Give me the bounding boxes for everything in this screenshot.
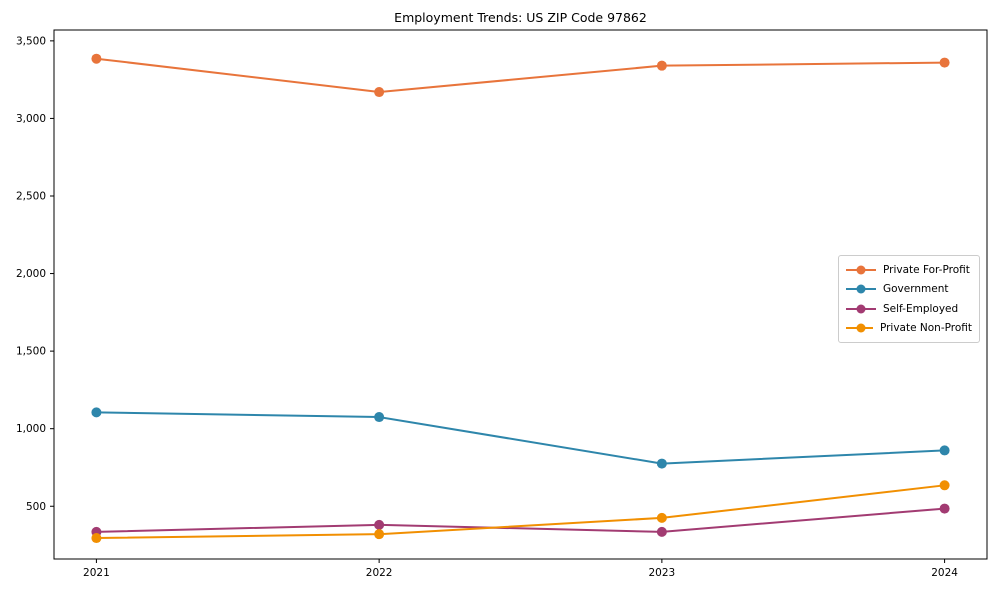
y-tick-label: 1,000: [16, 423, 46, 435]
data-point-private-for-profit-2023: [656, 60, 667, 71]
series-line-self-employed: [96, 507, 945, 533]
data-point-private-for-profit-2022: [374, 87, 385, 98]
y-tick-label: 2,000: [16, 268, 46, 280]
legend-dot: [856, 323, 866, 333]
legend-item-private-non-profit: Private Non-Profit: [846, 319, 972, 339]
series-line-government: [96, 411, 945, 465]
y-tick-label: 1,500: [16, 346, 46, 358]
legend-marker-icon: [846, 304, 876, 314]
data-point-private-for-profit-2024: [939, 57, 950, 68]
legend-marker-icon: [846, 265, 876, 275]
legend-marker-icon: [846, 323, 873, 333]
data-point-self-employed-2024: [939, 503, 950, 514]
data-point-self-employed-2022: [374, 519, 385, 530]
data-point-private-non-profit-2023: [656, 512, 667, 523]
legend-label: Government: [883, 283, 949, 296]
axes-spines: [53, 29, 988, 560]
series-line-private-for-profit: [96, 57, 945, 94]
x-tick-label: 2022: [366, 567, 393, 579]
legend-item-private-for-profit: Private For-Profit: [846, 260, 972, 280]
series-line-private-non-profit: [96, 484, 945, 540]
chart-legend: Private For-Profit Government Self-Employe…: [838, 255, 980, 343]
data-point-private-for-profit-2021: [91, 53, 102, 64]
data-point-government-2023: [656, 458, 667, 469]
chart-title: Employment Trends: US ZIP Code 97862: [394, 10, 647, 25]
data-point-private-non-profit-2021: [91, 533, 102, 544]
legend-label: Self-Employed: [883, 302, 959, 315]
x-tick-label: 2024: [931, 567, 958, 579]
data-point-government-2024: [939, 445, 950, 456]
legend-marker-icon: [846, 284, 876, 294]
data-point-self-employed-2023: [656, 526, 667, 537]
data-point-government-2022: [374, 412, 385, 423]
x-tick-label: 2021: [83, 567, 110, 579]
legend-label: Private For-Profit: [883, 263, 970, 276]
y-tick-label: 3,000: [16, 113, 46, 125]
legend-item-self-employed: Self-Employed: [846, 299, 972, 319]
legend-item-government: Government: [846, 280, 972, 300]
data-point-government-2021: [91, 407, 102, 418]
x-tick-label: 2023: [648, 567, 675, 579]
data-point-private-non-profit-2022: [374, 529, 385, 540]
y-tick-label: 2,500: [16, 190, 46, 202]
y-tick-label: 500: [26, 501, 46, 513]
legend-dot: [856, 304, 866, 314]
y-tick-label: 3,500: [16, 35, 46, 47]
legend-dot: [856, 284, 866, 294]
data-point-private-non-profit-2024: [939, 480, 950, 491]
legend-label: Private Non-Profit: [879, 322, 972, 335]
legend-dot: [856, 265, 866, 275]
